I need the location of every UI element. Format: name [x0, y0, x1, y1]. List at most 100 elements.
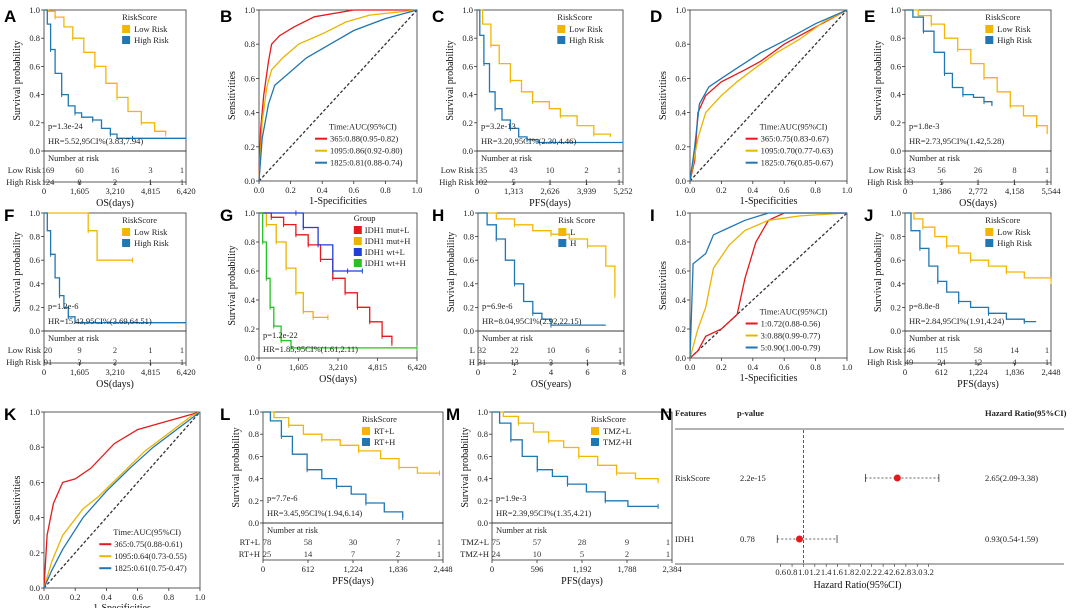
- x-tick-label: 0.6: [779, 362, 790, 372]
- km-curve-high-risk: [905, 9, 993, 106]
- legend-title: RiskScore: [591, 414, 626, 424]
- legend-label: 3:0.88(0.99-0.77): [761, 331, 821, 341]
- risk-table-header: Number at risk: [267, 525, 319, 535]
- risk-value: 7: [351, 549, 355, 559]
- risk-table-header: Number at risk: [482, 333, 534, 343]
- y-tick-label: 1.0: [244, 208, 255, 218]
- risk-value: 32: [478, 345, 487, 355]
- y-tick-label: 0.2: [29, 548, 40, 558]
- panel-K: K 0.0 0.2 0.4 0.6 0.8 1.0 0.0 0.2 0.4 0.6 0.8 1.0 Sen…: [4, 405, 205, 608]
- risk-row-label: TMZ+L: [461, 537, 489, 547]
- x-tick-label: 0.8: [810, 185, 821, 195]
- x-axis-label: OS(days): [96, 198, 134, 209]
- x-tick-label: 6,420: [176, 186, 195, 196]
- x-tick-label: 1.0: [195, 592, 206, 602]
- panel-L: L 0.0 0.2 0.4 0.6 0.8 1.0 Survival probability R…: [220, 405, 453, 587]
- y-tick-label: 0.0: [244, 176, 255, 186]
- km-curve-low-risk: [477, 9, 612, 137]
- legend-swatch: [557, 36, 566, 44]
- risk-value: 3: [77, 357, 81, 367]
- p-value: p=1.2e-22: [263, 330, 298, 340]
- p-value: p=1.9e-3: [496, 493, 527, 503]
- km-curve-low-risk: [905, 9, 1048, 135]
- risk-value: 49: [905, 357, 914, 367]
- y-tick-label: 0.6: [248, 451, 259, 461]
- x-tick-label: 3,210: [105, 186, 124, 196]
- risk-value: 78: [263, 537, 272, 547]
- legend-label: 1825:0.61(0.75-0.47): [114, 563, 187, 573]
- y-tick-label: 0.0: [463, 326, 474, 336]
- risk-value: 1: [148, 345, 152, 355]
- plot-frame: [689, 9, 848, 182]
- x-tick-label: 2,448: [433, 564, 452, 574]
- risk-table-header: Number at risk: [48, 153, 100, 163]
- legend-label: Low Risk: [134, 227, 168, 237]
- y-tick-label: 0.8: [463, 232, 474, 242]
- legend-swatch: [985, 36, 994, 44]
- x-tick-label: 1,313: [504, 186, 523, 196]
- x-tick-label: 3.2: [923, 567, 934, 577]
- y-tick-label: 0.2: [29, 118, 40, 128]
- x-axis-label: Hazard Ratio(95%CI): [813, 580, 901, 591]
- km-curve-idh1-mut-h: [259, 212, 328, 319]
- y-axis-label: Survival probability: [445, 40, 456, 120]
- x-tick-label: 2.0: [855, 567, 866, 577]
- panel-letter: J: [864, 206, 873, 225]
- risk-value: 13: [510, 357, 519, 367]
- legend-label: Low Risk: [997, 227, 1031, 237]
- y-tick-label: 1.0: [477, 407, 488, 417]
- panel-A: A 0.0 0.2 0.4 0.6 0.8 1.0 Survival probability R…: [4, 5, 196, 209]
- y-tick-label: 0.8: [675, 237, 686, 247]
- x-tick-label: 0.0: [685, 362, 696, 372]
- p-value: p=6.9e-6: [482, 301, 513, 311]
- x-tick-label: 0.4: [317, 185, 328, 195]
- panel-letter: C: [432, 7, 444, 26]
- risk-value: 1: [617, 177, 621, 187]
- y-tick-label: 0.8: [29, 442, 40, 452]
- legend-title: RiskScore: [985, 215, 1020, 225]
- risk-value: 124: [42, 177, 56, 187]
- x-tick-label: 3,939: [577, 186, 596, 196]
- legend-label: 1:0.72(0.88-0.56): [761, 319, 821, 329]
- legend-label: 365:0.75(0.83-0.67): [761, 134, 829, 144]
- risk-value: 1: [180, 165, 184, 175]
- legend-swatch: [985, 25, 994, 33]
- diagonal-reference-line: [689, 9, 848, 182]
- panel-N: N Features p-value Hazard Ratio(95%CI)0.6 0.…: [660, 405, 1067, 591]
- y-tick-label: 0.2: [244, 324, 255, 334]
- x-axis-label: OS(years): [531, 379, 572, 390]
- risk-value: 2: [584, 165, 588, 175]
- x-tick-label: 0.0: [39, 592, 50, 602]
- risk-value: 24: [492, 549, 501, 559]
- y-tick-label: 1.0: [675, 208, 686, 218]
- y-axis-label: Survival probability: [231, 427, 242, 507]
- panel-E: E 0.0 0.2 0.4 0.6 0.8 1.0 Survival probability R…: [864, 5, 1061, 209]
- x-tick-label: 4,815: [141, 367, 160, 377]
- y-tick-label: 0.0: [248, 518, 259, 528]
- legend-swatch: [558, 228, 567, 236]
- risk-value: 43: [509, 165, 518, 175]
- y-tick-label: 0.2: [248, 496, 259, 506]
- risk-value: 6: [585, 345, 589, 355]
- risk-value: 1: [1045, 357, 1049, 367]
- panel-M: M 0.0 0.2 0.4 0.6 0.8 1.0 Survival probability R…: [446, 405, 682, 587]
- x-tick-label: 2.8: [901, 567, 912, 577]
- x-tick-label: 1.0: [798, 567, 809, 577]
- x-tick-label: 0: [490, 564, 494, 574]
- hazard-ratio: HR=3.45,95CI%(1.94,6.14): [267, 508, 362, 518]
- y-tick-label: 0.0: [675, 176, 686, 186]
- legend-label: L: [570, 227, 575, 237]
- y-tick-label: 0.2: [675, 324, 686, 334]
- y-tick-label: 0.2: [462, 118, 473, 128]
- risk-value: 1: [1045, 345, 1049, 355]
- panel-letter: H: [432, 206, 444, 225]
- y-tick-label: 0.0: [890, 146, 901, 156]
- legend-label: TMZ+L: [603, 426, 631, 436]
- risk-value: 2: [396, 549, 400, 559]
- risk-value: 1: [1045, 165, 1049, 175]
- km-curve-low-risk: [905, 212, 1052, 282]
- panel-letter: F: [4, 206, 14, 225]
- risk-value: 24: [937, 357, 946, 367]
- legend-title: Time:AUC(95%CI): [760, 122, 828, 132]
- risk-value: 1: [180, 177, 184, 187]
